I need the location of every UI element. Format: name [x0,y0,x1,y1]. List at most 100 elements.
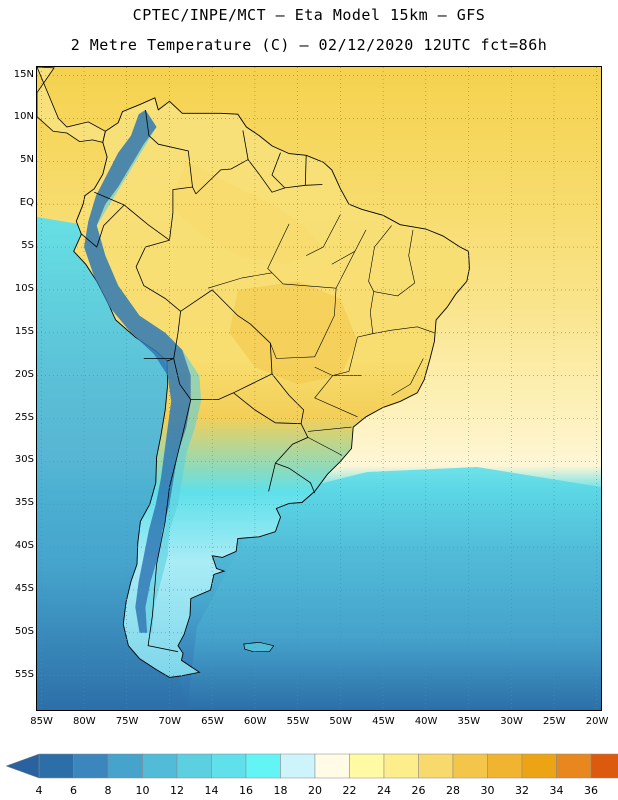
south-atlantic-cool-water [187,467,601,710]
country-border [275,462,316,494]
colorbar-label: 16 [239,784,253,797]
colorbar-label: 30 [481,784,495,797]
andes-slope [96,127,202,633]
colorbar-label: 26 [412,784,426,797]
colorbar-swatch [349,753,385,779]
colorbar-labels: 468101214161820222426283032343638 [36,784,599,797]
colorbar-swatch [590,753,618,779]
state-border [207,272,273,289]
colorbar-label: 18 [274,784,288,797]
longitude-tick-label: 75W [115,716,139,727]
state-border [307,437,343,456]
falkland-islands [243,641,275,653]
colorbar-swatch [211,753,247,779]
colorbar-low-arrow [5,753,40,779]
colorbar-label: 4 [36,784,43,797]
colorbar-swatch [418,753,454,779]
longitude-tick-label: 50W [329,716,352,727]
colorbar-swatch [314,753,350,779]
longitude-tick-label: 40W [414,716,438,727]
colorbar-swatch [38,753,74,779]
longitude-tick-label: 55W [286,716,310,727]
colorbar-label: 34 [550,784,564,797]
country-border [173,289,273,401]
colorbar-label: 28 [446,784,460,797]
state-border [373,229,416,297]
colorbar-label: 36 [584,784,598,797]
longitude-tick-label: 30W [500,716,523,727]
amazon-warm-region [169,161,324,265]
country-border [247,159,323,193]
colorbar-swatch [487,753,523,779]
longitude-tick-label: 85W [30,716,53,727]
country-border [135,186,197,312]
colorbar-label: 22 [343,784,357,797]
latitude-tick-label: 50S [14,625,34,637]
map-frame [36,66,602,711]
longitude-tick-label: 65W [201,716,224,727]
latitude-tick-label: 25S [14,411,34,423]
state-border [306,214,341,256]
state-border [372,326,435,334]
state-border [391,358,424,396]
colorbar-swatch [452,753,488,779]
title-line-1: CPTEC/INPE/MCT – Eta Model 15km – GFS [132,6,486,24]
title-line-2: 2 Metre Temperature (C) – 02/12/2020 12U… [70,36,548,54]
colorbar-boxes [5,753,618,779]
country-border [80,204,125,248]
latitude-tick-label: 10S [14,282,34,294]
latitude-tick-label: 55S [14,668,34,680]
latitude-tick-label: 30S [14,454,34,466]
colorbar-swatch [73,753,109,779]
longitude-tick-label: 80W [73,716,96,727]
state-border [267,223,356,289]
latitude-tick-label: 40S [14,540,34,552]
colorbar-swatch [280,753,316,779]
country-border [304,155,307,186]
latitude-tick-label: 20S [14,368,34,380]
latitude-tick-label: 45S [14,582,34,594]
colorbar-swatch [107,753,143,779]
colorbar-label: 32 [515,784,529,797]
colorbar-label: 14 [205,784,219,797]
temperature-map [37,67,601,710]
country-border [94,191,170,241]
country-border [166,358,174,362]
state-border [314,375,362,418]
latitude-tick-label: 5S [21,240,34,252]
state-border [331,229,367,265]
colorbar-swatch [521,753,557,779]
longitude-tick-label: 25W [543,716,566,727]
colorbar-label: 8 [105,784,112,797]
state-border [368,225,392,313]
state-border [270,288,337,359]
country-border [195,130,249,195]
state-border [307,426,352,432]
colorbar-label: 20 [308,784,322,797]
longitude-tick-label: 45W [372,716,395,727]
longitude-tick-label: 20W [585,716,609,727]
colorbar-swatch [142,753,178,779]
colorbar-swatch [176,753,212,779]
country-border [268,423,309,492]
colorbar-swatch [556,753,592,779]
country-border [145,109,193,188]
latitude-tick-label: 5N [20,154,34,166]
colorbar-label: 10 [136,784,150,797]
country-border [271,152,286,189]
longitude-tick-label: 35W [457,716,481,727]
latitude-tick-label: 10N [13,111,34,123]
colorbar-label: 12 [170,784,184,797]
longitude-tick-label: 70W [158,716,182,727]
latitude-tick-label: 15S [14,325,34,337]
colorbar: 468101214161820222426283032343638 [5,753,618,797]
longitude-tick-label: 60W [243,716,267,727]
colorbar-label: 24 [377,784,391,797]
colorbar-label: 6 [70,784,77,797]
latitude-tick-label: EQ [19,197,34,209]
latitude-tick-label: 15N [13,68,34,80]
colorbar-swatch [245,753,281,779]
state-border [314,312,374,376]
latitude-tick-label: 35S [14,497,34,509]
colorbar-swatch [383,753,419,779]
